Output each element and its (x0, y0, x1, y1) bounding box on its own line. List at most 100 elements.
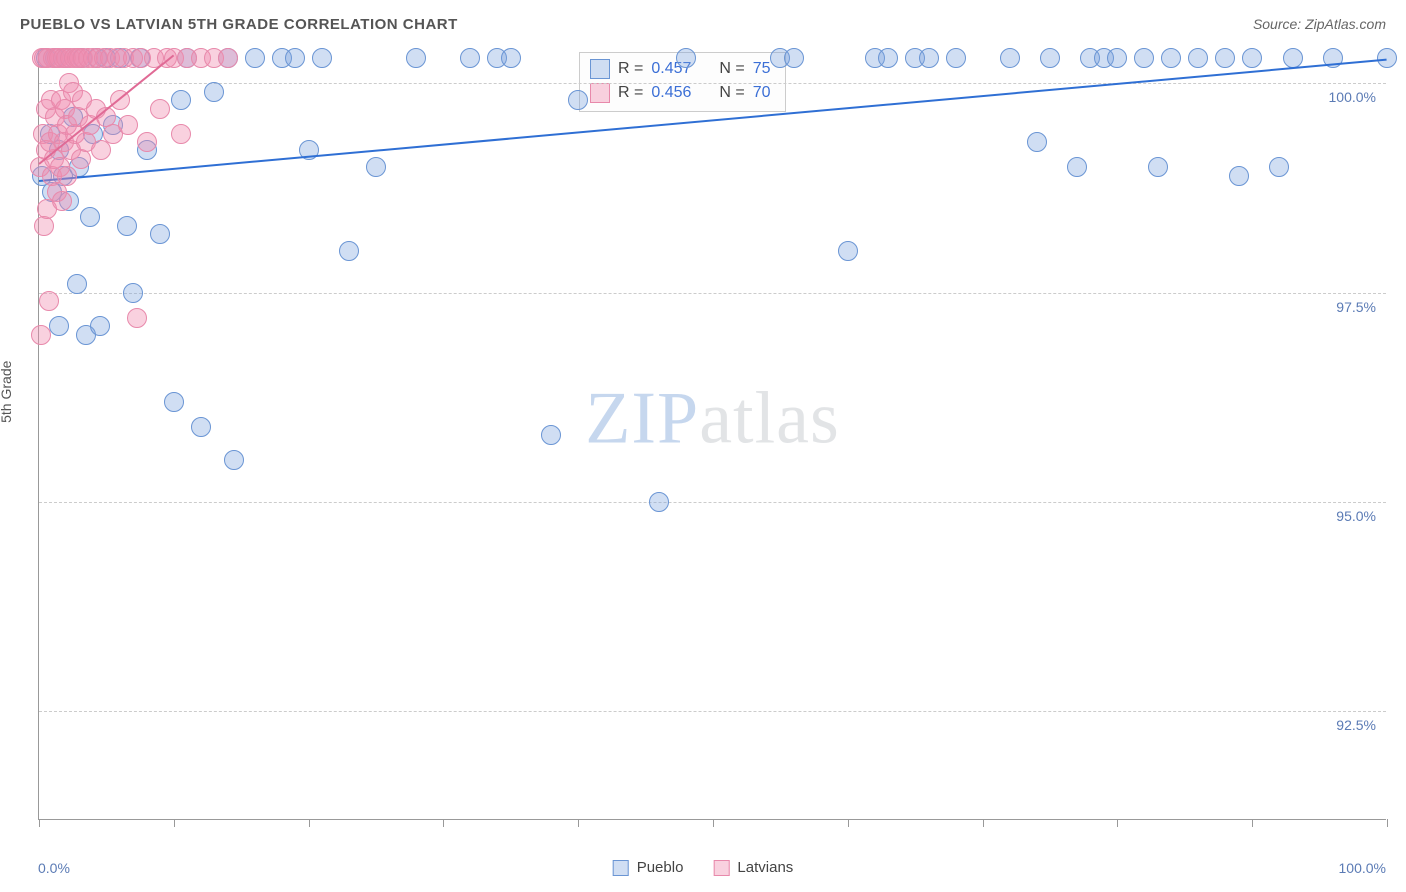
gridline (39, 711, 1386, 712)
data-point (52, 191, 72, 211)
data-point (1134, 48, 1154, 68)
x-tick (713, 819, 714, 827)
gridline (39, 502, 1386, 503)
data-point (1242, 48, 1262, 68)
data-point (171, 90, 191, 110)
watermark-zip: ZIP (585, 378, 699, 460)
series-legend-label: Pueblo (637, 859, 684, 876)
x-tick (309, 819, 310, 827)
data-point (1000, 48, 1020, 68)
x-tick (1252, 819, 1253, 827)
data-point (568, 90, 588, 110)
data-point (1067, 157, 1087, 177)
plot-area: ZIPatlas R =0.457N =75R =0.456N =70 92.5… (38, 50, 1386, 820)
legend-n-label: N = (719, 81, 744, 105)
data-point (224, 450, 244, 470)
legend-r-value: 0.456 (651, 81, 691, 105)
data-point (218, 48, 238, 68)
data-point (31, 325, 51, 345)
legend-swatch (590, 83, 610, 103)
data-point (366, 157, 386, 177)
data-point (57, 166, 77, 186)
data-point (1229, 166, 1249, 186)
data-point (649, 492, 669, 512)
legend-r-label: R = (618, 81, 643, 105)
data-point (339, 241, 359, 261)
data-point (117, 216, 137, 236)
legend-swatch (590, 59, 610, 79)
data-point (406, 48, 426, 68)
data-point (34, 216, 54, 236)
data-point (39, 291, 59, 311)
data-point (91, 140, 111, 160)
watermark-atlas: atlas (699, 378, 840, 460)
data-point (312, 48, 332, 68)
y-axis-label: 5th Grade (0, 361, 14, 423)
stats-legend-row: R = 0.456 N = 70 (590, 81, 771, 105)
y-tick-label: 92.5% (1336, 717, 1376, 733)
data-point (150, 224, 170, 244)
data-point (1161, 48, 1181, 68)
data-point (1040, 48, 1060, 68)
legend-n-value: 75 (753, 57, 771, 81)
correlation-chart: PUEBLO VS LATVIAN 5TH GRADE CORRELATION … (10, 10, 1396, 882)
legend-swatch (713, 860, 729, 876)
data-point (285, 48, 305, 68)
y-tick-label: 95.0% (1336, 508, 1376, 524)
x-axis-max-label: 100.0% (1339, 860, 1386, 876)
data-point (191, 417, 211, 437)
x-tick (1117, 819, 1118, 827)
x-tick (443, 819, 444, 827)
data-point (137, 132, 157, 152)
legend-r-label: R = (618, 57, 643, 81)
legend-swatch (613, 860, 629, 876)
data-point (123, 283, 143, 303)
data-point (1215, 48, 1235, 68)
data-point (1188, 48, 1208, 68)
data-point (118, 115, 138, 135)
data-point (541, 425, 561, 445)
data-point (460, 48, 480, 68)
x-tick (39, 819, 40, 827)
x-tick (578, 819, 579, 827)
x-axis-min-label: 0.0% (38, 860, 70, 876)
series-legend-label: Latvians (737, 859, 793, 876)
data-point (171, 124, 191, 144)
data-point (501, 48, 521, 68)
data-point (676, 48, 696, 68)
data-point (90, 316, 110, 336)
series-legend: Pueblo Latvians (613, 859, 794, 876)
data-point (164, 392, 184, 412)
source-label: Source: ZipAtlas.com (1253, 16, 1386, 32)
data-point (67, 274, 87, 294)
x-tick (174, 819, 175, 827)
data-point (1027, 132, 1047, 152)
data-point (1148, 157, 1168, 177)
x-tick (1387, 819, 1388, 827)
data-point (245, 48, 265, 68)
data-point (946, 48, 966, 68)
data-point (878, 48, 898, 68)
data-point (80, 207, 100, 227)
data-point (49, 316, 69, 336)
data-point (204, 82, 224, 102)
series-legend-item: Pueblo (613, 859, 684, 876)
series-legend-item: Latvians (713, 859, 793, 876)
chart-title: PUEBLO VS LATVIAN 5TH GRADE CORRELATION … (20, 16, 458, 33)
data-point (1107, 48, 1127, 68)
data-point (1283, 48, 1303, 68)
data-point (838, 241, 858, 261)
data-point (919, 48, 939, 68)
data-point (784, 48, 804, 68)
gridline (39, 83, 1386, 84)
y-tick-label: 97.5% (1336, 299, 1376, 315)
x-tick (848, 819, 849, 827)
legend-n-label: N = (719, 57, 744, 81)
watermark: ZIPatlas (585, 377, 840, 462)
data-point (1269, 157, 1289, 177)
data-point (127, 308, 147, 328)
y-tick-label: 100.0% (1329, 89, 1376, 105)
data-point (150, 99, 170, 119)
x-tick (983, 819, 984, 827)
legend-n-value: 70 (753, 81, 771, 105)
